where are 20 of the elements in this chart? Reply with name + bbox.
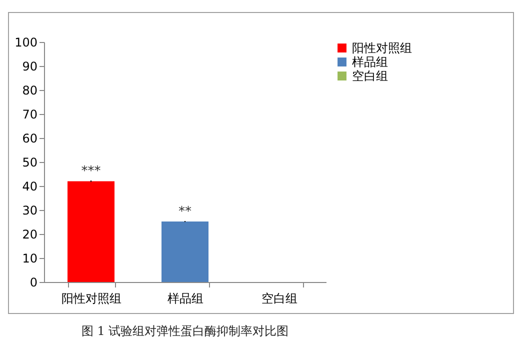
y-tick-label: 70 <box>22 108 38 122</box>
x-tick-label: 样品组 <box>168 292 204 306</box>
y-tick-label: 90 <box>22 60 38 74</box>
legend-label: 阳性对照组 <box>352 41 412 55</box>
y-tick-label: 100 <box>14 36 38 50</box>
y-tick-label: 0 <box>30 276 38 290</box>
x-tick-label: 空白组 <box>262 292 298 306</box>
caption: 图 1 试验组对弹性蛋白酶抑制率对比图 <box>81 324 289 338</box>
legend-label: 样品组 <box>352 55 388 69</box>
y-tick-label: 40 <box>22 180 38 194</box>
legend-label: 空白组 <box>352 69 388 83</box>
y-tick-label: 50 <box>22 156 38 170</box>
y-tick-label: 60 <box>22 132 38 146</box>
y-tick-label: 20 <box>22 228 38 242</box>
y-tick-label: 10 <box>22 252 38 266</box>
annotation: *** <box>81 164 102 180</box>
y-tick-label: 80 <box>22 84 38 98</box>
annotation: ** <box>178 204 192 220</box>
x-tick-label: 阳性对照组 <box>62 292 122 306</box>
y-tick-label: 30 <box>22 204 38 218</box>
